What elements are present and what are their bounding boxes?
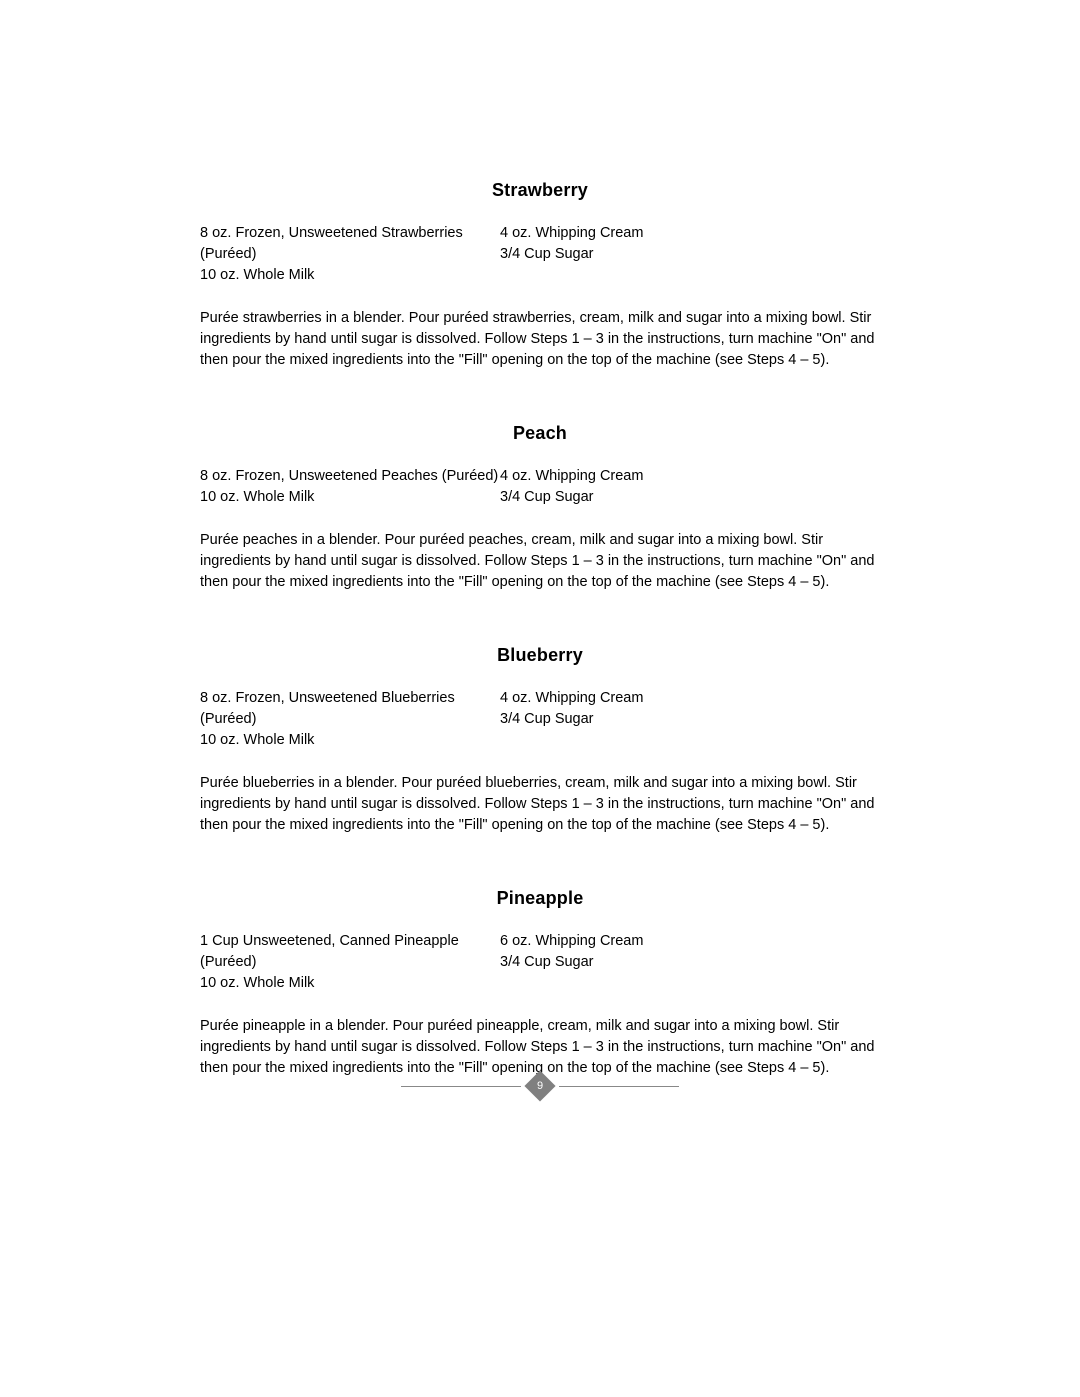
- ingredients-left-col: 8 oz. Frozen, Unsweetened Peaches (Purée…: [200, 466, 500, 508]
- ingredient-item: 8 oz. Frozen, Unsweetened Strawberries (…: [200, 223, 500, 265]
- ingredient-item: 8 oz. Frozen, Unsweetened Peaches (Purée…: [200, 466, 500, 487]
- ingredients-row: 1 Cup Unsweetened, Canned Pineapple (Pur…: [200, 931, 880, 994]
- ingredient-item: 3/4 Cup Sugar: [500, 244, 880, 265]
- ingredients-right-col: 4 oz. Whipping Cream 3/4 Cup Sugar: [500, 688, 880, 751]
- recipe-title: Strawberry: [200, 180, 880, 201]
- ingredient-item: 4 oz. Whipping Cream: [500, 688, 880, 709]
- ingredient-item: 1 Cup Unsweetened, Canned Pineapple (Pur…: [200, 931, 500, 973]
- ingredient-item: 6 oz. Whipping Cream: [500, 931, 880, 952]
- recipe-peach: Peach 8 oz. Frozen, Unsweetened Peaches …: [200, 423, 880, 593]
- recipe-pineapple: Pineapple 1 Cup Unsweetened, Canned Pine…: [200, 888, 880, 1079]
- recipe-title: Pineapple: [200, 888, 880, 909]
- divider-line-left: [401, 1086, 521, 1087]
- ingredient-item: 10 oz. Whole Milk: [200, 730, 500, 751]
- ingredient-item: 3/4 Cup Sugar: [500, 952, 880, 973]
- recipe-strawberry: Strawberry 8 oz. Frozen, Unsweetened Str…: [200, 180, 880, 371]
- recipe-title: Blueberry: [200, 645, 880, 666]
- recipe-title: Peach: [200, 423, 880, 444]
- ingredients-right-col: 4 oz. Whipping Cream 3/4 Cup Sugar: [500, 466, 880, 508]
- ingredients-left-col: 8 oz. Frozen, Unsweetened Blueberries (P…: [200, 688, 500, 751]
- ingredients-left-col: 1 Cup Unsweetened, Canned Pineapple (Pur…: [200, 931, 500, 994]
- recipe-instructions: Purée peaches in a blender. Pour puréed …: [200, 530, 880, 593]
- ingredient-item: 4 oz. Whipping Cream: [500, 466, 880, 487]
- recipe-instructions: Purée strawberries in a blender. Pour pu…: [200, 308, 880, 371]
- ingredients-row: 8 oz. Frozen, Unsweetened Peaches (Purée…: [200, 466, 880, 508]
- recipe-page: Strawberry 8 oz. Frozen, Unsweetened Str…: [0, 0, 1080, 1397]
- ingredient-item: 4 oz. Whipping Cream: [500, 223, 880, 244]
- ingredients-row: 8 oz. Frozen, Unsweetened Strawberries (…: [200, 223, 880, 286]
- page-number: 9: [537, 1080, 543, 1092]
- ingredient-item: 8 oz. Frozen, Unsweetened Blueberries (P…: [200, 688, 500, 730]
- ingredient-item: 3/4 Cup Sugar: [500, 487, 880, 508]
- ingredient-item: 10 oz. Whole Milk: [200, 265, 500, 286]
- page-number-ornament: 9: [0, 1075, 1080, 1097]
- ingredients-row: 8 oz. Frozen, Unsweetened Blueberries (P…: [200, 688, 880, 751]
- ingredient-item: 10 oz. Whole Milk: [200, 973, 500, 994]
- page-number-diamond-icon: 9: [524, 1070, 555, 1101]
- ingredient-item: 3/4 Cup Sugar: [500, 709, 880, 730]
- recipe-blueberry: Blueberry 8 oz. Frozen, Unsweetened Blue…: [200, 645, 880, 836]
- recipe-instructions: Purée blueberries in a blender. Pour pur…: [200, 773, 880, 836]
- ingredients-right-col: 6 oz. Whipping Cream 3/4 Cup Sugar: [500, 931, 880, 994]
- ingredient-item: 10 oz. Whole Milk: [200, 487, 500, 508]
- divider-line-right: [559, 1086, 679, 1087]
- ingredients-left-col: 8 oz. Frozen, Unsweetened Strawberries (…: [200, 223, 500, 286]
- ingredients-right-col: 4 oz. Whipping Cream 3/4 Cup Sugar: [500, 223, 880, 286]
